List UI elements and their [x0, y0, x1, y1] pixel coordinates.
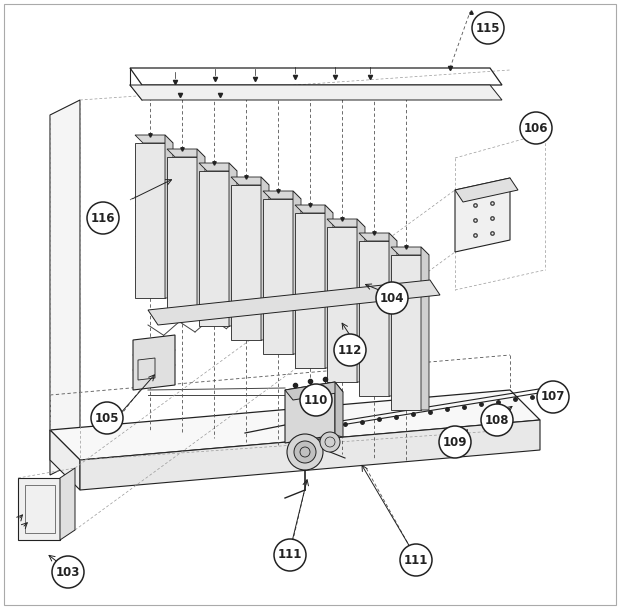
Polygon shape	[391, 255, 421, 410]
Polygon shape	[197, 149, 205, 312]
Polygon shape	[391, 247, 429, 255]
Text: 109: 109	[443, 435, 467, 448]
Polygon shape	[359, 241, 389, 396]
Circle shape	[300, 384, 332, 416]
Polygon shape	[135, 143, 165, 298]
Polygon shape	[133, 335, 175, 390]
Polygon shape	[455, 178, 518, 202]
Circle shape	[439, 426, 471, 458]
Text: 105: 105	[95, 412, 119, 424]
Polygon shape	[263, 199, 293, 354]
Polygon shape	[327, 219, 365, 227]
Text: 116: 116	[91, 211, 115, 225]
Circle shape	[87, 202, 119, 234]
Polygon shape	[167, 157, 197, 312]
Polygon shape	[148, 280, 440, 325]
Polygon shape	[293, 191, 301, 354]
Circle shape	[334, 334, 366, 366]
Polygon shape	[18, 478, 60, 540]
Polygon shape	[50, 430, 80, 490]
Polygon shape	[231, 177, 269, 185]
Text: 107: 107	[541, 390, 565, 404]
Polygon shape	[231, 185, 261, 340]
Circle shape	[520, 112, 552, 144]
Circle shape	[91, 402, 123, 434]
Polygon shape	[389, 233, 397, 396]
Polygon shape	[135, 135, 173, 143]
Text: 106: 106	[524, 122, 548, 135]
Polygon shape	[229, 163, 237, 326]
Polygon shape	[80, 420, 540, 490]
Polygon shape	[261, 177, 269, 340]
Polygon shape	[130, 85, 502, 100]
Circle shape	[52, 556, 84, 588]
Text: 111: 111	[404, 554, 428, 566]
Circle shape	[287, 434, 323, 470]
Polygon shape	[50, 390, 540, 460]
Text: 108: 108	[485, 414, 509, 426]
Circle shape	[294, 441, 316, 463]
Polygon shape	[335, 382, 343, 437]
Polygon shape	[50, 100, 80, 475]
Circle shape	[537, 381, 569, 413]
Polygon shape	[295, 213, 325, 368]
Polygon shape	[165, 135, 173, 298]
Circle shape	[472, 12, 504, 44]
Text: replacementparts.com: replacementparts.com	[203, 286, 407, 304]
Circle shape	[376, 282, 408, 314]
Polygon shape	[421, 247, 429, 410]
Polygon shape	[285, 382, 335, 443]
Polygon shape	[199, 171, 229, 326]
Text: 111: 111	[278, 549, 302, 561]
Text: 112: 112	[338, 343, 362, 356]
Polygon shape	[199, 163, 237, 171]
Circle shape	[320, 432, 340, 452]
Polygon shape	[263, 191, 301, 199]
Circle shape	[481, 404, 513, 436]
Polygon shape	[455, 178, 510, 252]
Polygon shape	[167, 149, 205, 157]
Polygon shape	[359, 233, 397, 241]
Text: 104: 104	[379, 292, 404, 304]
Polygon shape	[325, 205, 333, 368]
Polygon shape	[295, 205, 333, 213]
Polygon shape	[327, 227, 357, 382]
Circle shape	[400, 544, 432, 576]
Polygon shape	[285, 382, 343, 400]
Polygon shape	[357, 219, 365, 382]
Text: 110: 110	[304, 393, 328, 406]
Polygon shape	[60, 468, 75, 540]
Text: 103: 103	[56, 566, 80, 579]
Text: 115: 115	[476, 21, 500, 35]
Circle shape	[274, 539, 306, 571]
